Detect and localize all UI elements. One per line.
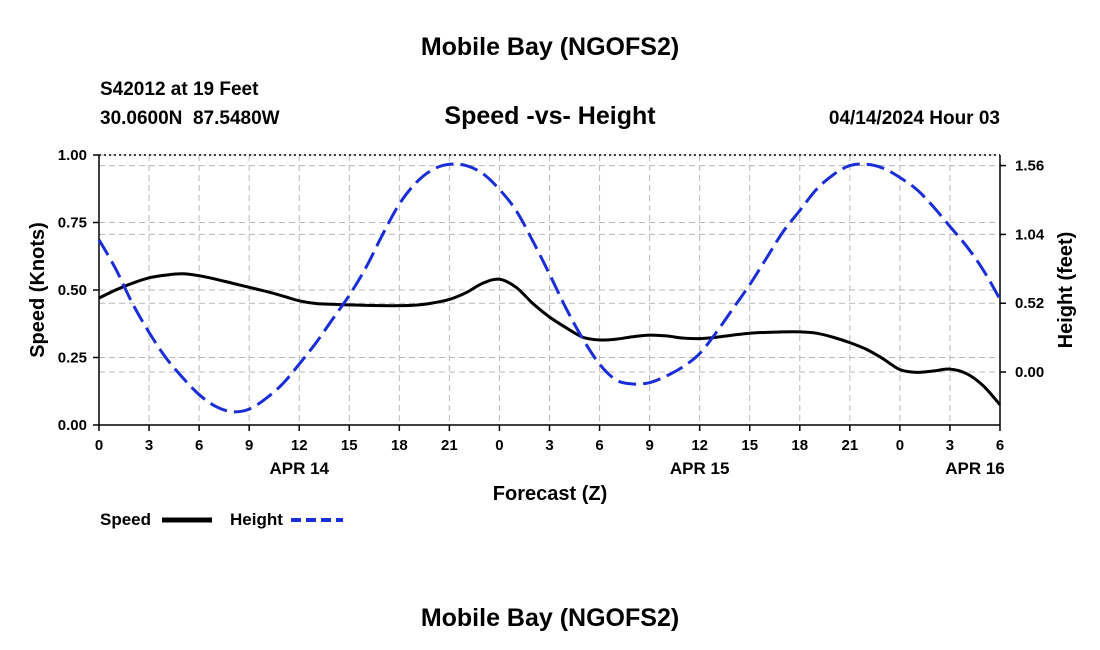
x-tick-label: 18: [391, 437, 408, 454]
speed-series-line: [98, 272, 1002, 406]
x-tick-label: 0: [896, 437, 904, 454]
y-right-tick-label: 0.52: [1015, 295, 1044, 312]
date-label: APR 14: [269, 459, 329, 478]
grid-lines: [99, 154, 1000, 425]
y-axis-left-label: Speed (Knots): [27, 222, 49, 358]
chart-title: Speed -vs- Height: [444, 102, 656, 130]
x-tick-label: 6: [595, 437, 603, 454]
x-tick-label: 6: [996, 437, 1004, 454]
legend-speed-label: Speed: [100, 510, 151, 529]
y-right-tick-label: 0.00: [1015, 364, 1044, 381]
x-tick-label: 3: [946, 437, 954, 454]
y-right-tick-label: 1.04: [1015, 226, 1045, 243]
x-tick-label: 9: [645, 437, 653, 454]
x-tick-label: 6: [195, 437, 203, 454]
x-axis-label: Forecast (Z): [493, 483, 607, 505]
station-label: S42012 at 19 Feet: [100, 79, 259, 100]
x-tick-label: 9: [245, 437, 253, 454]
y-left-tick-label: 0.75: [58, 215, 87, 232]
top-title: Mobile Bay (NGOFS2): [421, 33, 679, 61]
y-left-tick-label: 1.00: [58, 147, 87, 164]
y-axis-right-label: Height (feet): [1055, 232, 1077, 349]
x-tick-label: 21: [841, 437, 858, 454]
height-series-line: [97, 162, 1002, 414]
y-right-tick-label: 1.56: [1015, 158, 1044, 175]
x-tick-label: 12: [691, 437, 708, 454]
y-left-tick-label: 0.50: [58, 282, 87, 299]
legend-height-label: Height: [230, 510, 283, 529]
data-series: [97, 162, 1002, 414]
bottom-title: Mobile Bay (NGOFS2): [421, 604, 679, 632]
coords-label: 30.0600N 87.5480W: [100, 108, 280, 129]
date-label: APR 16: [945, 459, 1005, 478]
x-tick-label: 3: [545, 437, 553, 454]
x-tick-label: 18: [791, 437, 808, 454]
x-tick-label: 12: [291, 437, 308, 454]
x-tick-label: 21: [441, 437, 458, 454]
axes: 0 3 6 9 12 15 18 21 0 3 6 9 12 15 18 21 0 3 6 APR 14 APR 15 A…: [58, 147, 1045, 478]
timestamp-label: 04/14/2024 Hour 03: [829, 108, 1000, 129]
y-left-tick-label: 0.25: [58, 350, 87, 367]
y-left-tick-label: 0.00: [58, 417, 87, 434]
x-tick-label: 0: [95, 437, 103, 454]
x-tick-label: 15: [341, 437, 358, 454]
date-label: APR 15: [670, 459, 730, 478]
x-tick-label: 15: [741, 437, 758, 454]
x-tick-label: 3: [145, 437, 153, 454]
x-tick-label: 0: [495, 437, 503, 454]
legend: Speed Height: [100, 510, 343, 529]
